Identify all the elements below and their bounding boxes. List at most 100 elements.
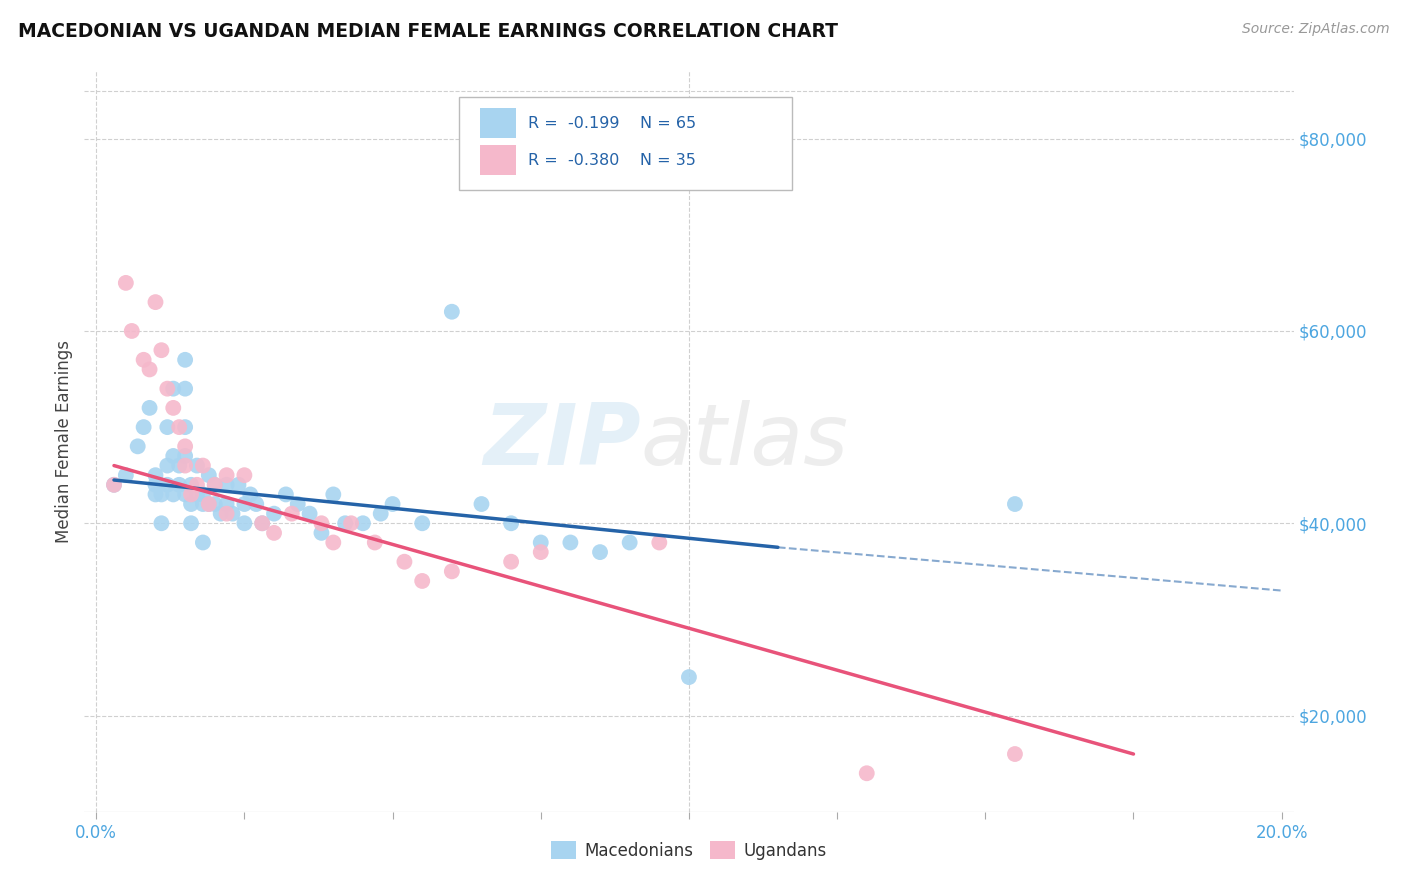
Y-axis label: Median Female Earnings: Median Female Earnings	[55, 340, 73, 543]
Point	[186, 487, 208, 501]
Point	[132, 420, 155, 434]
Point	[281, 507, 304, 521]
Point	[191, 487, 214, 501]
Point	[322, 535, 344, 549]
Point	[138, 362, 160, 376]
Point	[115, 276, 138, 290]
Point	[530, 535, 553, 549]
Point	[298, 507, 321, 521]
Point	[174, 449, 197, 463]
Point	[263, 525, 285, 540]
Text: R =  -0.199    N = 65: R = -0.199 N = 65	[529, 116, 696, 131]
Point	[138, 401, 160, 415]
Point	[162, 382, 184, 396]
Point	[394, 555, 416, 569]
Point	[381, 497, 404, 511]
Point	[250, 516, 273, 531]
Point	[180, 497, 202, 511]
Text: MACEDONIAN VS UGANDAN MEDIAN FEMALE EARNINGS CORRELATION CHART: MACEDONIAN VS UGANDAN MEDIAN FEMALE EARN…	[18, 22, 838, 41]
Point	[121, 324, 143, 338]
Point	[855, 766, 877, 780]
Point	[263, 507, 285, 521]
Point	[228, 478, 250, 492]
Point	[191, 497, 214, 511]
Point	[198, 497, 221, 511]
Point	[411, 516, 433, 531]
Point	[150, 487, 173, 501]
Point	[619, 535, 641, 549]
Point	[198, 497, 221, 511]
Text: R =  -0.380    N = 35: R = -0.380 N = 35	[529, 153, 696, 168]
Point	[186, 458, 208, 473]
Bar	[479, 145, 516, 175]
Point	[127, 439, 149, 453]
Point	[198, 468, 221, 483]
Point	[204, 497, 226, 511]
Point	[245, 497, 267, 511]
Point	[167, 458, 190, 473]
Point	[221, 507, 243, 521]
Point	[333, 516, 356, 531]
Point	[132, 352, 155, 367]
Point	[145, 487, 167, 501]
Point	[209, 507, 232, 521]
Point	[589, 545, 612, 559]
Point	[470, 497, 492, 511]
Point	[440, 304, 463, 318]
Point	[370, 507, 392, 521]
Point	[180, 478, 202, 492]
Point	[250, 516, 273, 531]
Point	[322, 487, 344, 501]
Point	[150, 516, 173, 531]
Point	[145, 468, 167, 483]
Point	[150, 343, 173, 358]
Point	[162, 487, 184, 501]
Point	[1004, 497, 1026, 511]
Point	[440, 565, 463, 579]
Point	[174, 352, 197, 367]
Point	[560, 535, 582, 549]
Text: ZIP: ZIP	[482, 400, 641, 483]
Point	[167, 420, 190, 434]
Point	[648, 535, 671, 549]
Point	[501, 555, 523, 569]
Point	[311, 525, 333, 540]
Point	[411, 574, 433, 588]
Point	[162, 449, 184, 463]
Point	[311, 516, 333, 531]
Point	[274, 487, 297, 501]
Point	[678, 670, 700, 684]
Point	[162, 401, 184, 415]
Point	[233, 497, 256, 511]
Point	[340, 516, 363, 531]
Point	[103, 478, 125, 492]
Point	[501, 516, 523, 531]
Point	[174, 458, 197, 473]
Point	[103, 478, 125, 492]
Legend: Macedonians, Ugandans: Macedonians, Ugandans	[544, 835, 834, 866]
Point	[186, 478, 208, 492]
Point	[174, 382, 197, 396]
Point	[145, 295, 167, 310]
Point	[239, 487, 262, 501]
Point	[174, 487, 197, 501]
Text: Source: ZipAtlas.com: Source: ZipAtlas.com	[1241, 22, 1389, 37]
Point	[191, 535, 214, 549]
Point	[180, 516, 202, 531]
Point	[352, 516, 374, 531]
Bar	[479, 109, 516, 138]
Point	[191, 458, 214, 473]
Point	[180, 487, 202, 501]
FancyBboxPatch shape	[460, 97, 792, 190]
Point	[233, 468, 256, 483]
Point	[215, 468, 238, 483]
Point	[530, 545, 553, 559]
Point	[287, 497, 309, 511]
Point	[215, 497, 238, 511]
Point	[156, 478, 179, 492]
Text: atlas: atlas	[641, 400, 849, 483]
Point	[174, 420, 197, 434]
Point	[115, 468, 138, 483]
Point	[233, 516, 256, 531]
Point	[167, 478, 190, 492]
